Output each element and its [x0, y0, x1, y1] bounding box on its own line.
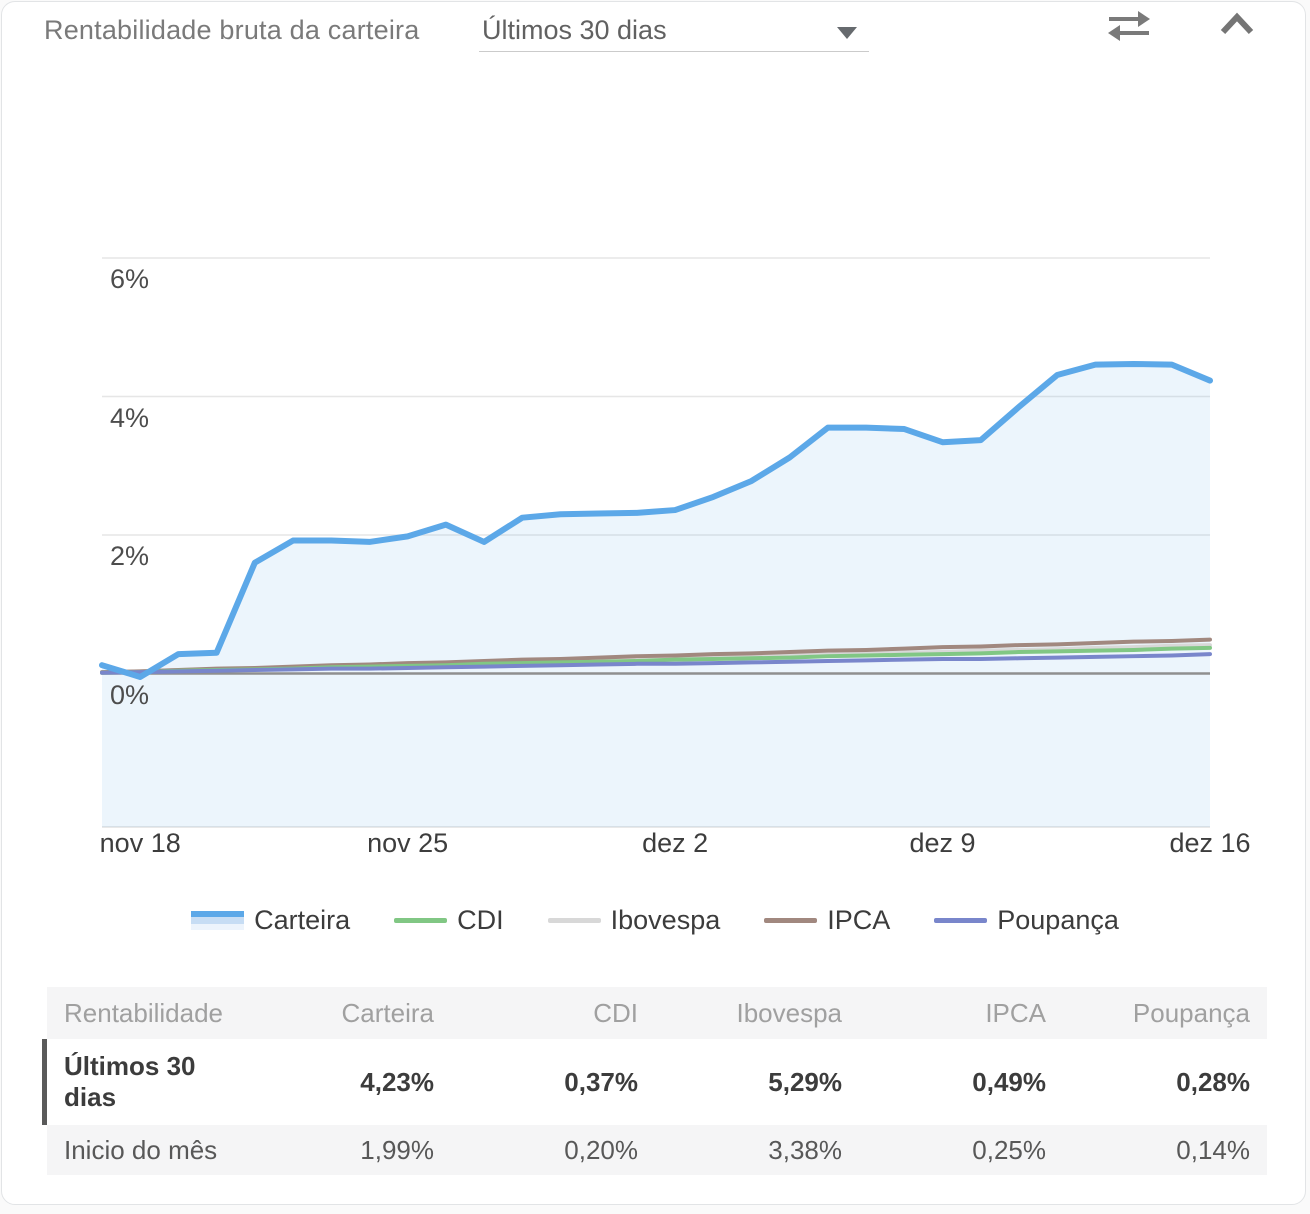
legend-swatch — [394, 917, 448, 923]
row-label: Inicio do mês — [64, 1134, 218, 1165]
legend-item-ibovespa[interactable]: Ibovespa — [547, 904, 721, 936]
table-header-cell: Carteira — [341, 997, 434, 1028]
legend-label: CDI — [457, 904, 504, 935]
table-cell: 0,25% — [972, 1134, 1046, 1165]
row-label: Últimos 30 dias — [64, 1051, 196, 1112]
table-cell: 0,20% — [564, 1134, 638, 1165]
table-cell: 3,38% — [768, 1134, 842, 1165]
legend-label: Carteira — [254, 904, 351, 935]
table-cell: 0,14% — [1176, 1134, 1250, 1165]
period-dropdown[interactable]: Últimos 30 dias — [479, 8, 869, 52]
swap-horizontal-icon — [1108, 11, 1150, 41]
x-tick-label: dez 9 — [909, 828, 976, 858]
table-cell: 0,37% — [564, 1066, 638, 1097]
legend-swatch — [547, 917, 601, 923]
x-tick-label: dez 16 — [1169, 828, 1251, 858]
x-tick-label: nov 25 — [367, 828, 449, 858]
table-header-cell: Poupança — [1132, 997, 1250, 1028]
compare-button[interactable] — [1102, 8, 1156, 44]
collapse-button[interactable] — [1216, 10, 1260, 40]
legend-item-poupanca[interactable]: Poupança — [934, 905, 1119, 936]
legend-swatch — [191, 910, 245, 930]
table-cell: 0,49% — [972, 1066, 1046, 1097]
legend-swatch — [764, 917, 818, 923]
y-tick-label: 6% — [110, 264, 150, 294]
y-tick-label: 0% — [110, 679, 150, 710]
table-header-cell: Rentabilidade — [64, 997, 224, 1028]
legend-label: Poupança — [997, 904, 1119, 935]
legend-item-cdi[interactable]: CDI — [394, 905, 504, 936]
legend-label: IPCA — [827, 904, 891, 935]
x-tick-label: nov 18 — [99, 828, 181, 858]
legend-swatch — [934, 917, 988, 923]
y-tick-label: 4% — [110, 402, 150, 433]
table-row-inicio-do-mes[interactable]: Inicio do mês 1,99% 0,20% 3,38% 0,25% 0,14% — [47, 1125, 1267, 1175]
legend-label: Ibovespa — [610, 904, 721, 935]
table-header-cell: CDI — [593, 997, 638, 1028]
table-cell: 0,28% — [1176, 1066, 1250, 1097]
returns-table: Rentabilidade Carteira CDI Ibovespa IPCA Poup… — [42, 987, 1267, 1175]
table-header-cell: IPCA — [985, 997, 1046, 1028]
table-header-cell: Ibovespa — [736, 997, 842, 1028]
chart-legend: Carteira CDI Ibovespa IPCA Poupança — [2, 900, 1305, 940]
page-title: Rentabilidade bruta da carteira — [44, 15, 420, 45]
table-row-ultimos-30-dias[interactable]: Últimos 30 dias 4,23% 0,37% 5,29% 0,49% 0,28% — [42, 1039, 1267, 1125]
period-dropdown-value: Últimos 30 dias — [482, 15, 667, 45]
y-tick-label: 2% — [110, 541, 150, 571]
table-cell: 5,29% — [768, 1066, 842, 1097]
chevron-down-icon — [837, 27, 857, 39]
x-tick-label: dez 2 — [642, 828, 709, 858]
table-header-row: Rentabilidade Carteira CDI Ibovespa IPCA Poup… — [47, 987, 1267, 1039]
chevron-up-icon — [1220, 12, 1254, 35]
legend-item-ipca[interactable]: IPCA — [764, 905, 890, 936]
table-cell: 4,23% — [360, 1066, 434, 1097]
legend-item-carteira[interactable]: Carteira — [191, 905, 350, 936]
table-cell: 1,99% — [360, 1134, 434, 1165]
